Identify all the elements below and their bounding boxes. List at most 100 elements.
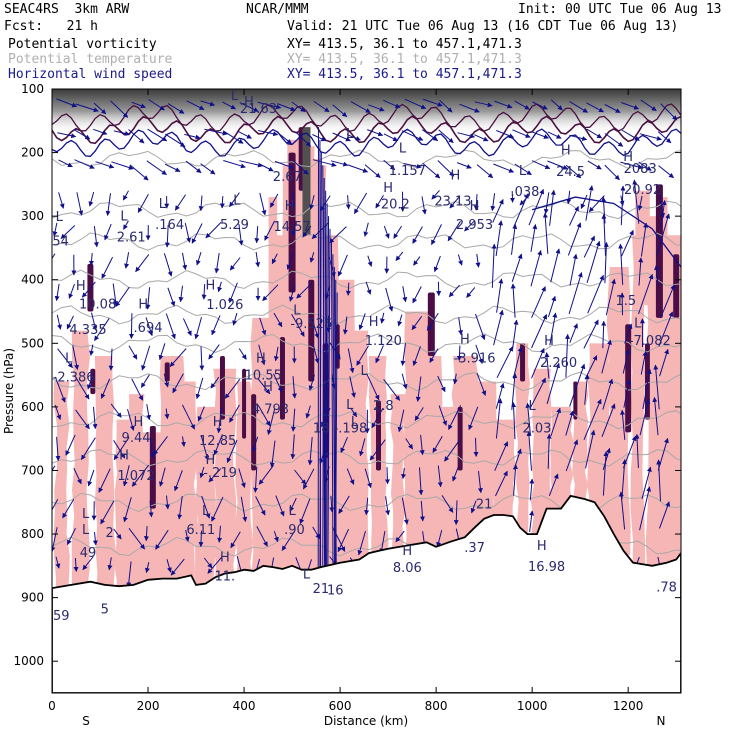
wind-vector-336	[411, 316, 423, 331]
wind-vector-232	[312, 344, 320, 364]
wind-vector-3	[58, 192, 65, 209]
contour-label-72: .90	[284, 523, 305, 538]
wind-vector-340	[419, 434, 425, 456]
wind-vector-440	[544, 352, 550, 379]
wind-vector-499	[618, 491, 626, 530]
wind-vector-110	[155, 529, 169, 550]
wind-vector-376	[476, 164, 494, 179]
wind-vector-389	[496, 130, 515, 139]
wind-vector-407	[511, 223, 518, 255]
wind-vector-146	[223, 160, 246, 169]
wind-vector-244	[332, 104, 348, 118]
wind-vector-209	[295, 131, 311, 147]
wind-vector-91	[149, 437, 155, 459]
wind-vector-61	[100, 500, 115, 525]
wind-vector-451	[569, 253, 578, 286]
pv-region-28	[530, 368, 552, 535]
wind-vector-493	[624, 323, 633, 344]
wind-vector-523	[660, 284, 675, 319]
contour-label-8: H	[450, 168, 460, 183]
field-wind-name: Horizontal wind speed	[8, 67, 173, 82]
contour-label-80: 8.06	[393, 561, 422, 576]
wind-vector-141	[201, 495, 211, 519]
wind-vector-301	[383, 159, 396, 171]
contour-label-11: .038	[510, 185, 539, 200]
wind-vector-162	[239, 160, 263, 168]
wind-vector-178	[259, 163, 274, 172]
wind-vector-484	[602, 451, 609, 496]
y-tick-label-4: 500	[21, 336, 44, 350]
contour-label-57: L	[351, 415, 359, 430]
wind-vector-377	[473, 194, 479, 211]
wind-vector-85	[135, 254, 150, 273]
wind-vector-327	[401, 497, 409, 525]
theta-contour-2	[52, 232, 681, 251]
wind-vector-525	[659, 348, 669, 377]
contour-label-6: H	[383, 181, 393, 196]
north-label: N	[657, 714, 666, 728]
contour-label-84: .37	[464, 541, 485, 556]
wind-vector-156	[208, 468, 222, 483]
contour-label-27: 2.67	[273, 170, 302, 185]
wind-vector-371	[452, 466, 459, 482]
wind-vector-396	[493, 309, 504, 346]
wind-vector-56	[108, 348, 114, 371]
wind-vector-463	[583, 235, 595, 258]
contour-label-63: H	[119, 449, 129, 464]
contour-label-45: 1.5	[615, 294, 636, 309]
wind-vector-114	[185, 160, 202, 174]
contour-label-20: 2.61	[117, 231, 146, 246]
wind-vector-55	[94, 318, 110, 342]
wind-vector-151	[211, 315, 221, 336]
wind-vector-79	[126, 561, 132, 588]
wind-vector-89	[140, 374, 150, 388]
wind-vector-4	[52, 222, 58, 237]
wind-vector-134	[201, 283, 207, 300]
wind-vector-398	[495, 382, 505, 409]
wind-vector-433	[547, 160, 569, 170]
upper-contour-1	[52, 128, 681, 157]
y-tick-label-9: 1000	[13, 654, 44, 668]
wind-vector-41	[86, 373, 94, 390]
wind-vector-226	[312, 159, 337, 167]
wind-vector-24	[72, 345, 80, 370]
wind-vector-521	[656, 213, 671, 256]
wind-vector-103	[165, 313, 176, 340]
contour-label-40: 1.120	[365, 334, 402, 349]
wind-vector-50	[111, 161, 134, 170]
wind-vector-409	[510, 283, 516, 318]
wind-vector-386	[477, 471, 483, 494]
contour-label-50: H	[256, 351, 266, 366]
wind-vector-489	[620, 185, 626, 226]
pv-high-16	[520, 343, 526, 382]
contour-label-85: L	[303, 568, 311, 583]
wind-vector-470	[585, 429, 596, 469]
wind-vector-143	[203, 557, 213, 569]
wind-vector-219	[290, 434, 296, 460]
wind-vector-235	[307, 437, 313, 466]
contour-label-13: 24.5	[556, 165, 585, 180]
wind-vector-139	[200, 434, 210, 461]
wind-vector-105	[163, 373, 170, 388]
contour-label-34: .694	[134, 321, 163, 336]
wind-vector-33	[93, 128, 108, 135]
contour-label-41: H	[460, 332, 470, 347]
pv-region-32	[606, 267, 631, 556]
wind-vector-516	[660, 103, 678, 121]
wind-vector-268	[329, 226, 347, 244]
wind-vector-225	[312, 134, 327, 142]
wind-vector-394	[491, 243, 497, 288]
wind-vector-314	[404, 98, 427, 110]
wind-vector-181	[255, 251, 261, 268]
wind-vector-442	[550, 407, 561, 437]
theta-contour-1	[52, 200, 681, 220]
wind-vector-337	[412, 346, 421, 366]
wind-vector-354	[438, 405, 448, 426]
wind-vector-39	[91, 312, 98, 331]
wind-vector-321	[397, 314, 403, 327]
wind-vector-385	[473, 437, 479, 457]
wind-vector-388	[494, 100, 513, 109]
wind-vector-170	[229, 404, 240, 423]
wind-vector-131	[198, 195, 204, 212]
init-time: Init: 00 UTC Tue 06 Aug 13	[518, 2, 722, 17]
